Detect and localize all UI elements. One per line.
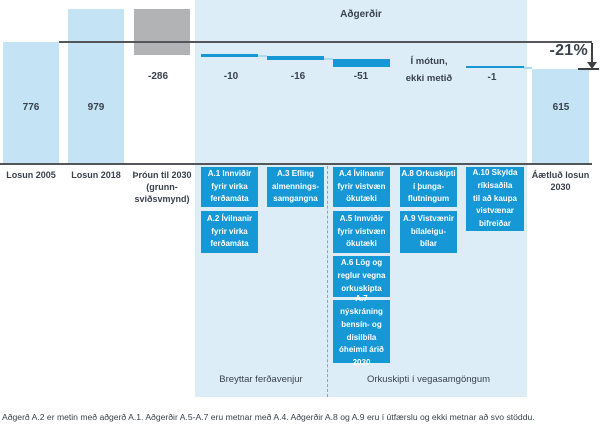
bar-throun-til-2030 [134,9,190,55]
footnote: Aðgerð A.2 er metin með aðgerð A.1. Aðge… [2,412,535,422]
column-label-losun-2005: Losun 2005 [6,170,56,180]
actions-header: Aðgerðir [340,9,382,20]
connector-line [258,55,267,57]
value-label-a10: -1 [487,72,497,83]
column-label-aetlud-2030: Áætluð losun 2030 [531,170,590,192]
value-label-throun-2030: -286 [147,71,168,82]
action-box-a2: A.2 Ívilnanir fyrir virka ferðamáta [201,211,258,253]
bar-losun-2018 [68,9,124,163]
action-box-a8: A.8 Orkuskipti í þunga- flutningum [400,167,457,207]
bar-aetlud-losun-2030 [532,69,589,163]
column-label-throun-2030: Þróun til 2030 (grunn- sviðsvmynd) [132,170,192,204]
connector-line [524,67,532,69]
x-axis-baseline [0,163,592,165]
bar-delta-a3 [267,56,324,60]
column-label-losun-2018: Losun 2018 [71,170,121,180]
reduction-arrow-down-icon [587,62,597,69]
action-box-a10: A.10 Skylda ríkisaðila til að kaupa vist… [466,167,524,231]
group-divider-dashed-line [327,166,328,397]
reference-line-2005-level [59,41,592,43]
value-label-losun-2018: 979 [87,102,105,113]
percent-change-label: -21% [549,42,588,59]
value-label-a3: -16 [290,71,306,82]
action-box-a5: A.5 Innviðir fyrir vistvæn ökutæki [333,211,390,253]
action-box-a9: A.9 Vistvænir bílaleigu- bílar [400,211,457,253]
value-label-aetlud-2030: 615 [552,102,570,113]
connector-line [324,58,333,60]
bar-losun-2005 [3,42,59,163]
action-box-a7: A.7 nýskráning bensín- og dísilbíla óhei… [333,294,390,367]
action-box-a6: A.6 Lög og reglur vegna orkuskipta [333,256,390,297]
reduction-arrow-line [591,43,593,63]
bar-delta-a1-a2 [201,54,258,57]
value-label-a1-a2: -10 [223,71,239,82]
action-box-a1: A.1 Innviðir fyrir virka ferðamáta [201,167,258,207]
value-label-losun-2005: 776 [22,102,40,113]
group-label-breyttar-ferdavenjur: Breyttar ferðavenjur [219,374,303,385]
pending-note: Í mótun, ekki metið [405,56,453,84]
reduction-arrow-end-tick [578,68,599,70]
action-box-a3: A.3 Efling almennings- samgangna [267,167,324,207]
action-box-a4: A.4 Ívilnanir fyrir vistvæn ökutæki [333,167,390,207]
bar-delta-a4-a7 [333,59,390,67]
value-label-a4-a7: -51 [353,71,369,82]
bar-delta-a10 [466,65,524,68]
group-label-orkuskipti: Orkuskipti í vegasamgöngum [366,374,491,385]
